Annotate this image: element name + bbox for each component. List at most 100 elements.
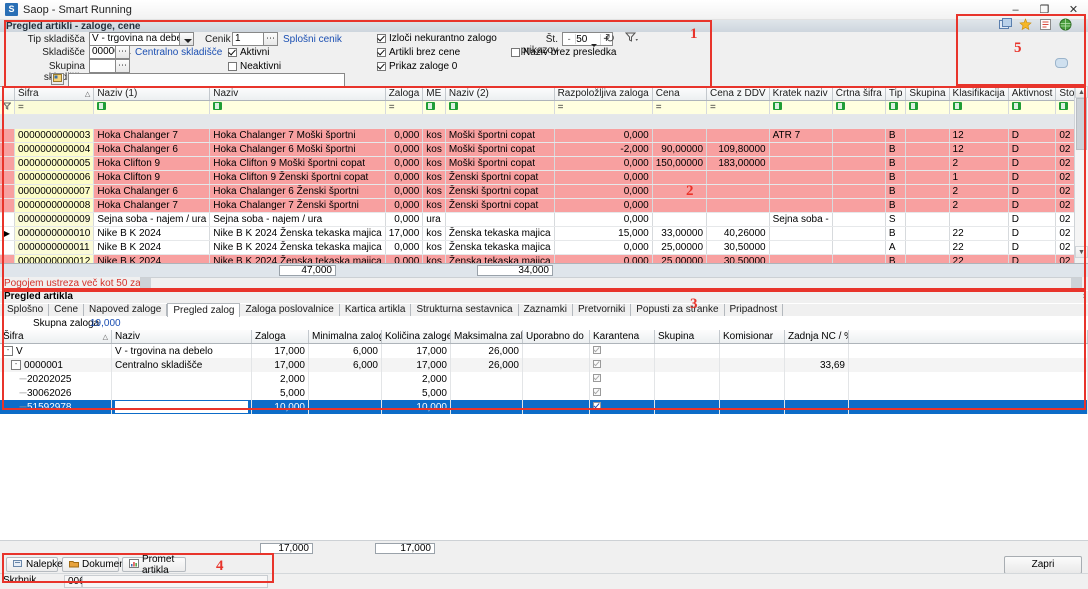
grid-column-header-naziv2[interactable]: Naziv (2): [445, 87, 555, 101]
table-cell-crtna[interactable]: [832, 170, 886, 185]
equals-operator[interactable]: =: [388, 102, 395, 113]
table-cell-naziv2[interactable]: Moški športni copat: [445, 142, 555, 157]
tree-cell-karantena[interactable]: [589, 343, 655, 358]
table-cell-tip[interactable]: B: [885, 142, 907, 157]
tree-cell-max[interactable]: 26,000: [450, 343, 523, 358]
table-cell-aktivnost[interactable]: D: [1008, 226, 1057, 241]
st-prikazov-stepper[interactable]: - 50 +: [562, 32, 613, 47]
table-cell-tip[interactable]: B: [885, 128, 907, 143]
note-icon[interactable]: [1039, 18, 1052, 31]
row-indicator[interactable]: [0, 240, 15, 255]
table-row[interactable]: 0000000000004 Hoka Chalanger 6 Hoka Chalan…: [0, 142, 1088, 157]
table-cell-skupina[interactable]: [905, 156, 950, 171]
st-prikazov-value[interactable]: 50: [576, 33, 588, 45]
tab-pregled-zalog[interactable]: Pregled zalog: [167, 303, 241, 317]
tree-cell-min[interactable]: [308, 372, 382, 386]
grid-filter-cell-razpolozljiva[interactable]: =: [554, 100, 653, 115]
st-prikazov-minus[interactable]: -: [563, 34, 577, 44]
table-cell-aktivnost[interactable]: D: [1008, 184, 1057, 199]
skladisce-browse-button[interactable]: ⋯: [115, 45, 130, 59]
grid-horizontal-scrollbar[interactable]: [140, 277, 1082, 289]
naziv-brez-presledka-checkbox[interactable]: [511, 48, 520, 57]
equals-operator[interactable]: =: [655, 102, 662, 113]
table-cell-naziv[interactable]: Hoka Chalanger 6 Moški športni: [209, 142, 386, 157]
st-prikazov-plus[interactable]: +: [599, 33, 612, 45]
table-cell-cena_ddv[interactable]: 183,00000: [706, 156, 770, 171]
table-cell-naziv[interactable]: Nike B K 2024 Ženska tekaska majica: [209, 226, 386, 241]
table-cell-cena_ddv[interactable]: [706, 212, 770, 227]
row-indicator[interactable]: [0, 142, 15, 157]
table-cell-klasifikacija[interactable]: 12: [949, 142, 1009, 157]
tree-column-header-naziv[interactable]: Naziv: [111, 330, 252, 344]
karantena-checkbox[interactable]: [593, 387, 601, 396]
grid-filter-cell-kratek[interactable]: [769, 100, 833, 115]
table-cell-klasifikacija[interactable]: 2: [949, 184, 1009, 199]
grid-column-header-naziv1[interactable]: Naziv (1): [93, 87, 211, 101]
table-cell-me[interactable]: kos: [422, 128, 446, 143]
table-cell-sifra[interactable]: 0000000000010: [14, 226, 95, 241]
table-row[interactable]: 0000000000007 Hoka Chalanger 6 Hoka Chalan…: [0, 184, 1088, 199]
table-cell-naziv1[interactable]: Nike B K 2024: [93, 226, 211, 241]
row-indicator[interactable]: [0, 170, 15, 185]
grid-column-header-cena_ddv[interactable]: Cena z DDV: [706, 87, 770, 101]
grid-filter-cell-naziv[interactable]: [209, 100, 386, 115]
tree-cell-komisionar[interactable]: [719, 372, 785, 386]
articles-grid[interactable]: Šifra △ Naziv (1) Naziv Zaloga ME Naziv (2) Raz…: [0, 86, 1088, 267]
grid-filter-cell-zaloga[interactable]: =: [385, 100, 424, 115]
table-row[interactable]: 0000000000009 Sejna soba - najem / ura Sej…: [0, 212, 1088, 227]
grid-column-header-skupina[interactable]: Skupina: [905, 87, 950, 101]
table-cell-aktivnost[interactable]: D: [1008, 156, 1057, 171]
tab-splo-no[interactable]: Splošno: [2, 304, 50, 316]
table-cell-kratek[interactable]: ATR 7: [769, 128, 833, 143]
table-cell-zaloga[interactable]: 0,000: [385, 156, 424, 171]
table-cell-me[interactable]: kos: [422, 226, 446, 241]
tree-cell-komisionar[interactable]: [719, 358, 785, 372]
find-icon[interactable]: [448, 102, 458, 110]
tree-cell-zadnja[interactable]: [784, 400, 849, 414]
maximize-button[interactable]: ❐: [1039, 4, 1050, 16]
table-row[interactable]: 0000000000008 Hoka Chalanger 7 Hoka Chalan…: [0, 198, 1088, 213]
table-cell-cena_ddv[interactable]: 40,26000: [706, 226, 770, 241]
table-cell-me[interactable]: kos: [422, 142, 446, 157]
table-cell-naziv1[interactable]: Hoka Clifton 9: [93, 156, 211, 171]
table-cell-razpolozljiva[interactable]: 0,000: [554, 184, 653, 199]
equals-operator[interactable]: =: [557, 102, 564, 113]
table-cell-crtna[interactable]: [832, 198, 886, 213]
table-cell-tip[interactable]: A: [885, 240, 907, 255]
table-cell-kratek[interactable]: [769, 142, 833, 157]
grid-filter-cell-crtna[interactable]: [832, 100, 886, 115]
table-cell-cena_ddv[interactable]: [706, 184, 770, 199]
tree-cell-naziv[interactable]: Centralno skladišče: [111, 358, 252, 372]
row-indicator[interactable]: [0, 128, 15, 143]
table-cell-naziv1[interactable]: Hoka Clifton 9: [93, 170, 211, 185]
table-cell-cena[interactable]: 150,00000: [652, 156, 708, 171]
grid-filter-cell-skupina[interactable]: [905, 100, 950, 115]
grid-column-header-tip[interactable]: Tip: [885, 87, 907, 101]
tree-expander-icon[interactable]: -: [11, 359, 21, 370]
row-indicator[interactable]: [0, 156, 15, 171]
tree-cell-naziv[interactable]: [111, 386, 252, 400]
table-cell-skupina[interactable]: [905, 184, 950, 199]
tree-cell-sifra[interactable]: ─51592978: [0, 400, 112, 414]
tree-cell-komisionar[interactable]: [719, 386, 785, 400]
table-cell-kratek[interactable]: Sejna soba -: [769, 212, 833, 227]
table-cell-aktivnost[interactable]: D: [1008, 170, 1057, 185]
sort-ascending-icon[interactable]: △: [84, 91, 91, 98]
table-cell-sifra[interactable]: 0000000000007: [14, 184, 95, 199]
table-cell-skupina[interactable]: [905, 170, 950, 185]
table-cell-me[interactable]: kos: [422, 184, 446, 199]
table-cell-cena_ddv[interactable]: 109,80000: [706, 142, 770, 157]
table-cell-klasifikacija[interactable]: 2: [949, 156, 1009, 171]
karantena-checkbox[interactable]: [593, 359, 601, 368]
person-card-icon[interactable]: [51, 73, 64, 85]
table-cell-kratek[interactable]: [769, 240, 833, 255]
table-cell-naziv[interactable]: Hoka Clifton 9 Moški športni copat: [209, 156, 386, 171]
table-cell-kratek[interactable]: [769, 184, 833, 199]
tree-cell-uporabno[interactable]: [522, 386, 590, 400]
tree-cell-zaloga[interactable]: 5,000: [251, 386, 309, 400]
table-cell-aktivnost[interactable]: D: [1008, 240, 1057, 255]
aktivni-checkbox[interactable]: [228, 48, 237, 57]
tree-cell-naziv[interactable]: V - trgovina na debelo: [111, 343, 252, 358]
table-cell-klasifikacija[interactable]: 22: [949, 240, 1009, 255]
